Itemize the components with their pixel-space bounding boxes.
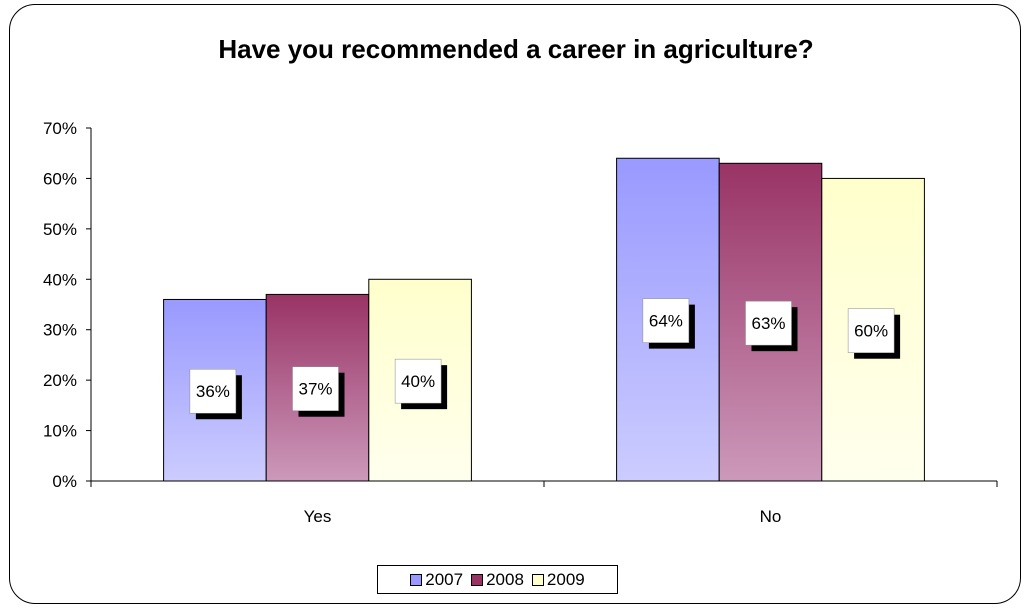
legend-item-2009: 2009 bbox=[531, 569, 585, 590]
x-tick-label: Yes bbox=[304, 507, 332, 526]
legend-swatch-2009 bbox=[531, 573, 544, 586]
data-label-box bbox=[847, 308, 895, 353]
legend-label: 2007 bbox=[425, 569, 464, 589]
data-label: 36% bbox=[196, 382, 230, 401]
legend-label: 2009 bbox=[546, 569, 585, 589]
y-tick-label: 70% bbox=[43, 119, 77, 138]
data-label: 37% bbox=[298, 380, 332, 399]
y-tick-label: 0% bbox=[52, 472, 77, 491]
y-tick-label: 20% bbox=[43, 371, 77, 390]
data-label-box bbox=[745, 300, 792, 346]
data-label: 60% bbox=[854, 322, 888, 341]
data-label-box bbox=[189, 368, 237, 414]
data-label: 40% bbox=[401, 372, 435, 391]
data-label-box bbox=[394, 358, 442, 404]
legend-swatch-2007 bbox=[410, 573, 423, 586]
chart-title: Have you recommended a career in agricul… bbox=[218, 34, 814, 64]
data-label-box bbox=[642, 298, 690, 343]
y-tick-label: 60% bbox=[43, 169, 77, 188]
y-tick-label: 50% bbox=[43, 220, 77, 239]
data-label: 63% bbox=[751, 314, 785, 333]
legend-label: 2008 bbox=[486, 569, 524, 589]
data-label-box bbox=[292, 366, 339, 411]
legend-item-2008: 2008 bbox=[471, 570, 524, 590]
data-label: 64% bbox=[649, 312, 683, 331]
chart-legend: 2007 2008 2009 bbox=[377, 565, 618, 594]
legend-swatch-2008 bbox=[471, 573, 484, 586]
y-tick-label: 40% bbox=[43, 270, 77, 289]
legend-item-2007: 2007 bbox=[410, 570, 463, 590]
y-tick-label: 30% bbox=[43, 321, 77, 340]
y-tick-label: 10% bbox=[43, 422, 77, 441]
x-tick-label: No bbox=[760, 507, 782, 526]
